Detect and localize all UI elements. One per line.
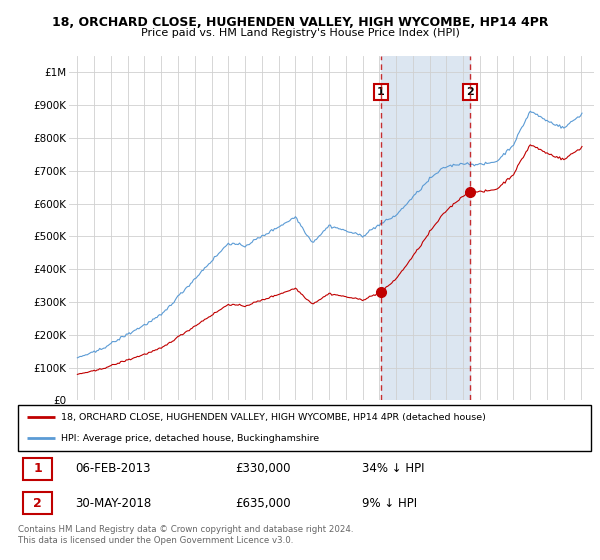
Text: 30-MAY-2018: 30-MAY-2018 — [76, 497, 152, 510]
Text: 1: 1 — [377, 87, 385, 97]
Text: 34% ↓ HPI: 34% ↓ HPI — [362, 463, 424, 475]
Bar — [381, 56, 470, 400]
Text: 06-FEB-2013: 06-FEB-2013 — [76, 463, 151, 475]
Text: 18, ORCHARD CLOSE, HUGHENDEN VALLEY, HIGH WYCOMBE, HP14 4PR: 18, ORCHARD CLOSE, HUGHENDEN VALLEY, HIG… — [52, 16, 548, 29]
Text: £635,000: £635,000 — [236, 497, 292, 510]
Text: 2: 2 — [33, 497, 42, 510]
Bar — [23, 458, 52, 480]
Bar — [23, 492, 52, 515]
Text: 9% ↓ HPI: 9% ↓ HPI — [362, 497, 417, 510]
Text: 2: 2 — [466, 87, 474, 97]
Text: £330,000: £330,000 — [236, 463, 291, 475]
Text: HPI: Average price, detached house, Buckinghamshire: HPI: Average price, detached house, Buck… — [61, 434, 319, 443]
Text: Contains HM Land Registry data © Crown copyright and database right 2024.
This d: Contains HM Land Registry data © Crown c… — [18, 525, 353, 545]
Text: Price paid vs. HM Land Registry's House Price Index (HPI): Price paid vs. HM Land Registry's House … — [140, 28, 460, 38]
Text: 18, ORCHARD CLOSE, HUGHENDEN VALLEY, HIGH WYCOMBE, HP14 4PR (detached house): 18, ORCHARD CLOSE, HUGHENDEN VALLEY, HIG… — [61, 413, 486, 422]
Text: 1: 1 — [33, 463, 42, 475]
